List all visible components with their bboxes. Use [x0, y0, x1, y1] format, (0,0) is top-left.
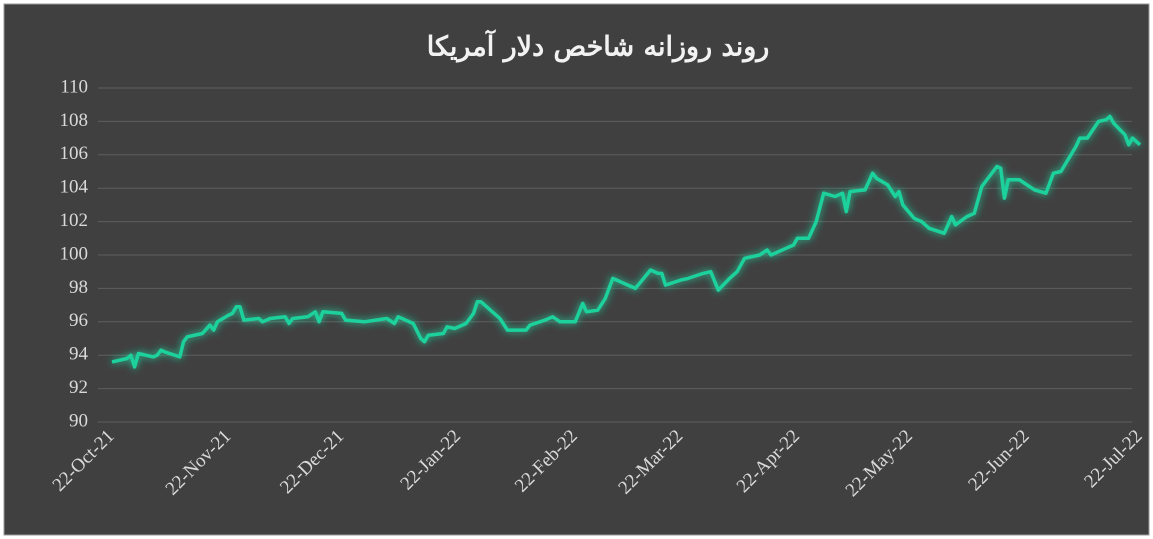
y-tick-label: 94 — [69, 344, 89, 365]
data-line — [111, 114, 1142, 369]
y-tick-label: 100 — [60, 243, 89, 264]
chart-title: روند روزانه شاخص دلار آمریکا — [427, 29, 770, 64]
y-tick-label: 98 — [69, 277, 88, 298]
y-tick-label: 90 — [69, 410, 88, 431]
y-tick-label: 106 — [60, 143, 89, 164]
chart-background — [3, 3, 1150, 536]
y-tick-label: 110 — [60, 76, 88, 97]
y-tick-label: 96 — [69, 310, 88, 331]
y-tick-label: 104 — [60, 177, 89, 198]
y-tick-label: 92 — [69, 377, 88, 398]
y-tick-label: 108 — [60, 110, 89, 131]
y-tick-label: 102 — [60, 210, 89, 231]
